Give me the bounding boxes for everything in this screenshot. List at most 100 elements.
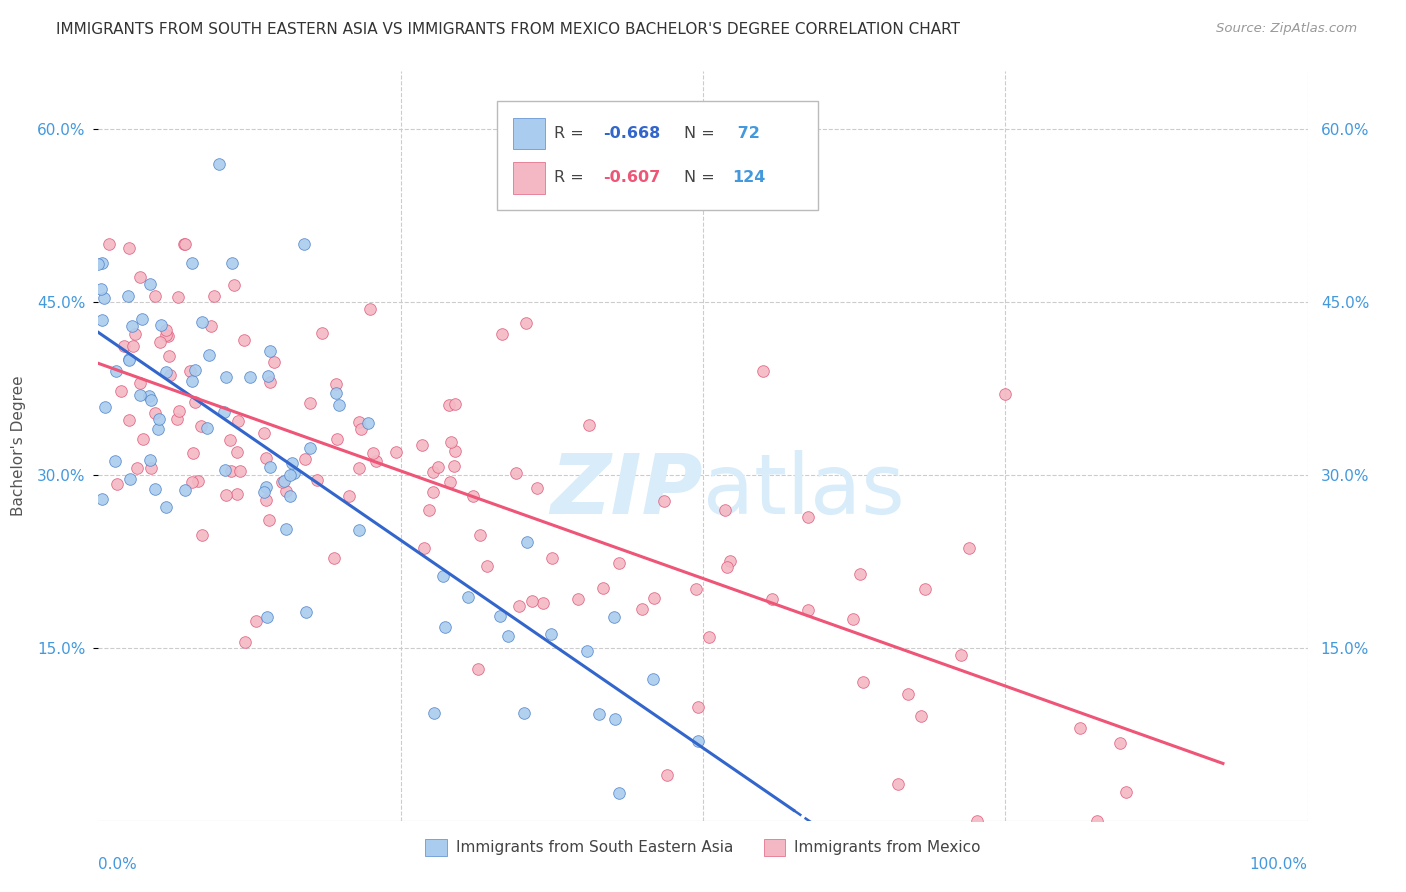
Point	[491, 327, 513, 342]
Point	[307, 473, 329, 487]
Point	[139, 277, 162, 291]
Point	[110, 384, 132, 398]
Point	[652, 494, 675, 508]
Point	[718, 554, 741, 568]
Text: 72: 72	[733, 126, 759, 141]
Point	[222, 278, 245, 293]
Point	[155, 328, 177, 343]
Point	[322, 551, 344, 566]
Point	[422, 465, 444, 479]
Point	[157, 328, 180, 343]
Point	[166, 412, 188, 426]
Point	[278, 489, 301, 503]
Point	[641, 672, 664, 686]
Point	[349, 523, 371, 537]
Point	[886, 777, 908, 791]
FancyBboxPatch shape	[498, 102, 818, 210]
Point	[311, 326, 333, 341]
Point	[896, 687, 918, 701]
Point	[496, 628, 519, 642]
Point	[181, 475, 204, 489]
Point	[131, 312, 153, 326]
Point	[505, 466, 527, 480]
Point	[254, 492, 277, 507]
Point	[202, 289, 225, 303]
Point	[256, 610, 278, 624]
Point	[91, 491, 114, 506]
Point	[87, 256, 110, 270]
Point	[118, 472, 141, 486]
Point	[219, 433, 242, 447]
Point	[516, 534, 538, 549]
Point	[609, 786, 631, 800]
Text: 0.0%: 0.0%	[98, 856, 138, 871]
Point	[105, 477, 128, 491]
Point	[685, 582, 707, 596]
Point	[129, 388, 152, 402]
Point	[283, 466, 305, 480]
Point	[657, 768, 679, 782]
Point	[139, 393, 162, 408]
FancyBboxPatch shape	[513, 118, 544, 149]
Point	[155, 500, 177, 514]
Point	[121, 318, 143, 333]
Point	[181, 255, 204, 269]
Point	[852, 674, 875, 689]
Point	[418, 502, 440, 516]
Point	[531, 596, 554, 610]
Point	[122, 339, 145, 353]
Point	[179, 364, 201, 378]
Point	[112, 339, 135, 353]
Point	[139, 452, 162, 467]
Text: 100.0%: 100.0%	[1250, 856, 1308, 871]
Text: ZIP: ZIP	[550, 450, 703, 532]
Point	[157, 349, 180, 363]
Point	[432, 569, 454, 583]
Point	[200, 318, 222, 333]
Point	[276, 484, 298, 499]
Point	[245, 615, 267, 629]
Point	[966, 814, 988, 828]
Point	[541, 551, 564, 566]
Text: atlas: atlas	[703, 450, 904, 532]
Point	[434, 620, 457, 634]
Point	[94, 400, 117, 414]
Point	[117, 289, 139, 303]
Point	[181, 445, 204, 459]
Point	[233, 333, 256, 347]
Point	[994, 387, 1017, 401]
Point	[325, 433, 347, 447]
Point	[849, 567, 872, 582]
Point	[233, 635, 256, 649]
Point	[411, 438, 433, 452]
Point	[221, 255, 243, 269]
Point	[439, 475, 461, 489]
Point	[475, 559, 498, 574]
Point	[198, 348, 221, 362]
Point	[155, 365, 177, 379]
Point	[273, 474, 295, 488]
Point	[118, 351, 141, 366]
Point	[515, 316, 537, 330]
Point	[281, 456, 304, 470]
Point	[93, 291, 115, 305]
Text: N =: N =	[683, 170, 720, 186]
Point	[588, 707, 610, 722]
Point	[385, 445, 408, 459]
Point	[467, 662, 489, 676]
Point	[90, 255, 112, 269]
Point	[841, 612, 863, 626]
Point	[437, 398, 460, 412]
Point	[155, 323, 177, 337]
Point	[697, 630, 720, 644]
Point	[149, 335, 172, 350]
Point	[149, 318, 172, 332]
Point	[187, 474, 209, 488]
Point	[129, 376, 152, 390]
Point	[299, 441, 322, 455]
Point	[440, 434, 463, 449]
Point	[347, 415, 370, 429]
Point	[191, 528, 214, 542]
Point	[138, 389, 160, 403]
Point	[143, 289, 166, 303]
